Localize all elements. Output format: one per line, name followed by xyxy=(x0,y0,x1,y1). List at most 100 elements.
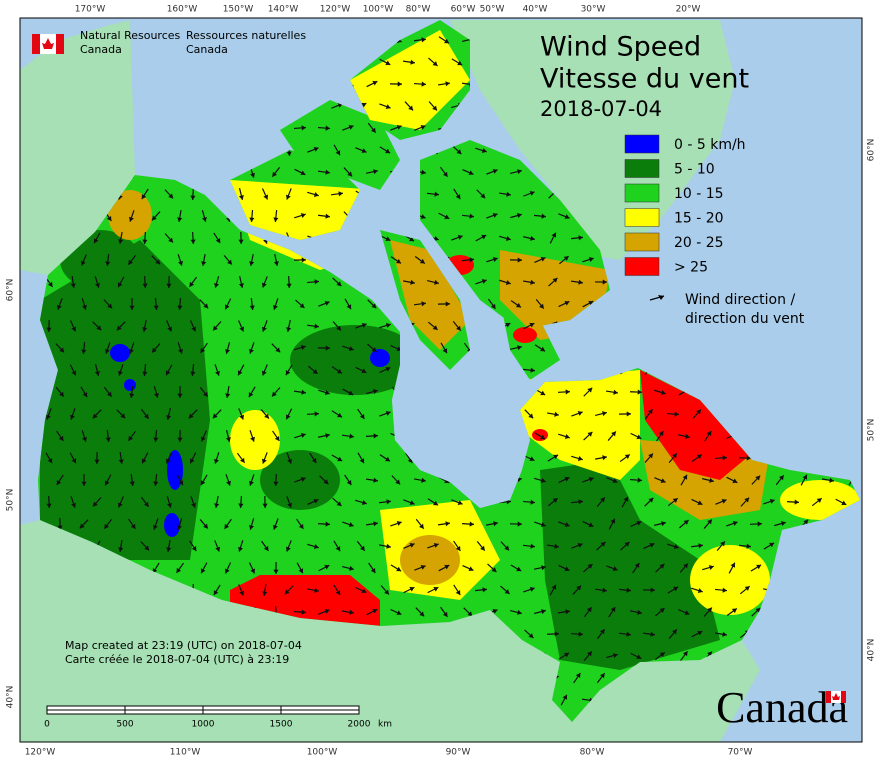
wind-arrow-head xyxy=(373,433,378,439)
wind-arrow-head xyxy=(578,235,583,241)
wind-arrow-head xyxy=(386,543,391,549)
longitude-label: 90°W xyxy=(446,748,471,758)
wind-arrow-head xyxy=(672,629,677,635)
wind-arrow-head xyxy=(249,261,255,266)
wind-arrow-head xyxy=(45,414,51,420)
wind-arrow-head xyxy=(420,124,426,130)
wind-arrow-head xyxy=(432,105,437,111)
wind-arrow-head xyxy=(153,524,158,530)
wind-arrow-head xyxy=(106,215,112,221)
wind-arrow-head xyxy=(314,411,319,417)
wind-arrow-head xyxy=(313,192,319,197)
wind-arrow-head xyxy=(118,459,124,464)
wind-arrow-head xyxy=(455,590,461,596)
wind-arrow-head xyxy=(324,300,330,306)
wind-arrow-head xyxy=(82,436,87,442)
wind-arrow-head xyxy=(348,390,354,396)
wind-arrow-head xyxy=(577,455,583,461)
wind-arrow-head xyxy=(468,566,474,572)
wind-arrow-head xyxy=(141,458,147,464)
wind-arrow-head xyxy=(385,323,391,328)
wind-arrow-head xyxy=(325,433,330,439)
wind-arrow-head xyxy=(299,303,305,308)
wind-arrow-head xyxy=(396,520,402,526)
wind-arrow-head xyxy=(56,480,62,486)
wind-arrow-head xyxy=(284,589,290,595)
wind-arrow-head xyxy=(200,436,206,442)
wind-arrow-head xyxy=(730,562,736,568)
wind-arrow-head xyxy=(661,521,666,527)
latitude-label: 50°N xyxy=(867,419,877,442)
wind-arrow-head xyxy=(200,347,206,353)
wind-arrow-head xyxy=(144,545,150,551)
wind-arrow-head xyxy=(492,257,498,262)
wind-arrow-head xyxy=(71,326,77,332)
wind-arrow-head xyxy=(720,541,725,547)
wind-arrow-head xyxy=(96,325,102,331)
wind-arrow-head xyxy=(528,633,534,639)
wind-arrow-head xyxy=(648,453,653,459)
longitude-label: 100°W xyxy=(307,748,338,758)
wind-arrow-head xyxy=(442,171,448,177)
wind-arrow-head xyxy=(562,694,568,700)
wind-arrow-head xyxy=(588,476,594,482)
wind-arrow-head xyxy=(409,542,415,548)
wind-arrow-head xyxy=(285,414,291,420)
wind-arrow-head xyxy=(469,521,474,527)
wind-arrow-head xyxy=(338,191,343,197)
wind-arrow-head xyxy=(602,587,607,593)
agency-fr: Canada xyxy=(186,43,228,56)
wind-arrow-head xyxy=(324,608,330,614)
wind-arrow-head xyxy=(71,458,77,464)
wind-arrow-head xyxy=(301,609,306,615)
wind-arrow-head xyxy=(385,410,391,416)
wind-arrow-head xyxy=(272,171,278,177)
wind-arrow-head xyxy=(263,194,269,200)
wind-arrow-head xyxy=(610,606,616,612)
wind-arrow-head xyxy=(564,652,570,658)
wind-arrow-head xyxy=(214,282,220,288)
wind-arrow-head xyxy=(457,234,463,240)
wind-arrow-head xyxy=(755,475,761,481)
wind-arrow-head xyxy=(444,38,450,44)
wind-arrow-head xyxy=(698,543,703,549)
wind-arrow-head xyxy=(272,524,278,530)
wind-arrow-head xyxy=(541,565,546,571)
wind-arrow-head xyxy=(81,349,87,354)
wind-arrow-head xyxy=(697,500,703,506)
wind-arrow-head xyxy=(409,236,415,242)
wind-arrow-head xyxy=(116,325,122,331)
wind-arrow-head xyxy=(212,413,218,419)
wind-arrow-head xyxy=(200,480,206,486)
longitude-label: 110°W xyxy=(170,748,201,758)
wind-arrow-head xyxy=(239,457,245,463)
wind-arrow-head xyxy=(722,455,727,461)
map-frame xyxy=(20,18,862,742)
wind-arrow-head xyxy=(780,521,786,527)
latitude-label: 60°N xyxy=(867,139,877,162)
wind-arrow-head xyxy=(722,587,727,593)
wind-arrow-head xyxy=(577,542,583,548)
wind-arrow-head xyxy=(612,653,618,659)
wind-arrow-head xyxy=(386,499,391,505)
wind-arrow-head xyxy=(104,480,110,486)
wind-arrow-head xyxy=(312,369,318,374)
wind-arrow-head xyxy=(261,458,267,464)
wind-arrow-head xyxy=(372,389,378,395)
wind-arrow-head xyxy=(324,390,330,395)
latitude-label: 50°N xyxy=(6,489,16,512)
wind-arrow-head xyxy=(517,609,522,615)
wind-arrow-head xyxy=(94,371,100,376)
wind-arrow-head xyxy=(385,236,391,242)
wind-arrow-head xyxy=(554,631,559,637)
title: Vitesse du vent xyxy=(540,64,749,95)
agency-en: Natural Resources xyxy=(80,29,181,42)
wind-arrow-head xyxy=(395,258,401,264)
wind-arrow-head xyxy=(311,458,317,464)
wind-arrow-head xyxy=(506,191,511,197)
wind-arrow-head xyxy=(71,502,76,508)
wind-arrow-head xyxy=(708,565,714,570)
wind-arrow-head xyxy=(397,81,402,87)
wind-arrow-head xyxy=(769,498,775,504)
wind-arrow-head xyxy=(529,322,535,328)
